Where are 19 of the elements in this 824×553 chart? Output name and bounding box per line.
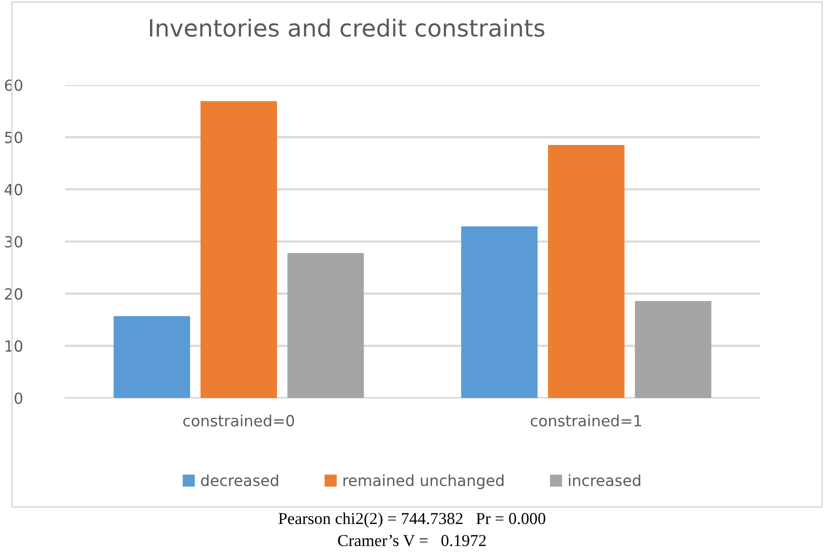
x-tick-label: constrained=1: [530, 414, 642, 426]
y-tick-label: 50: [5, 132, 22, 144]
legend-label: remained unchanged: [344, 474, 504, 490]
bar: [548, 144, 624, 398]
chart-title: Inventories and credit constraints: [150, 18, 544, 37]
bar: [634, 300, 712, 398]
y-tick-label: 0: [14, 392, 22, 404]
text: Pearson chi2(2) = 744.7382 Pr = 0.000: [278, 512, 546, 528]
text: Cramer’s V = 0.1972: [338, 534, 486, 546]
legend-label: increased: [568, 474, 640, 486]
bar: [200, 101, 277, 398]
y-tick-label: 10: [6, 340, 22, 352]
bar: [461, 226, 538, 398]
x-tick-label: constrained=0: [183, 414, 294, 426]
bar: [114, 316, 190, 398]
bar: [287, 252, 364, 398]
y-tick-label: 20: [5, 288, 22, 300]
y-tick-label: 40: [4, 184, 22, 196]
legend-label: decreased: [201, 474, 278, 486]
